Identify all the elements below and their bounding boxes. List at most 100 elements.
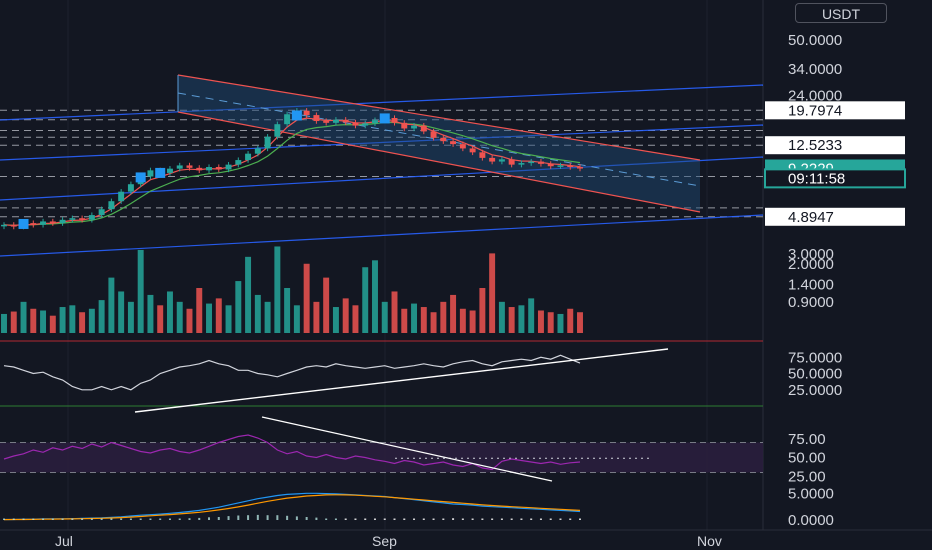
candle [127, 184, 134, 192]
price-tick-label: 24.0000 [788, 88, 842, 105]
descending-channel-upper [177, 74, 701, 161]
volume-bar [518, 305, 525, 333]
macd-histogram-bar [315, 517, 318, 520]
candle [186, 165, 193, 168]
volume-bar [537, 310, 544, 333]
candle [528, 161, 535, 164]
candle [254, 148, 261, 154]
macd-histogram-bar [442, 518, 445, 520]
price-tag-label: 09:11:58 [788, 170, 845, 187]
candle [49, 221, 56, 224]
volume-bar [147, 294, 154, 333]
macd-histogram-bar [61, 518, 64, 520]
macd-histogram-bar [383, 518, 386, 520]
candle [40, 221, 47, 225]
candle [215, 167, 222, 170]
macd-histogram-bar [325, 518, 328, 520]
volume-bar [225, 305, 232, 333]
macd-histogram-bar [530, 518, 533, 520]
candle [176, 165, 183, 169]
volume-bar [381, 301, 388, 333]
candle [225, 164, 232, 170]
candle [459, 144, 466, 149]
time-tick-label: Jul [55, 533, 73, 549]
macd-histogram-bar [549, 518, 552, 520]
price-tick-label: 34.0000 [788, 61, 842, 78]
volume-bar [274, 246, 281, 333]
volume-bar [20, 301, 27, 333]
volume-bar [108, 277, 115, 333]
candle [79, 218, 86, 220]
candle [166, 168, 173, 173]
candle [557, 165, 564, 167]
oscillator-tick-label: 50.0000 [788, 366, 842, 383]
macd-histogram-bar [188, 518, 191, 520]
signal-marker [291, 110, 302, 121]
macd-histogram-bar [32, 518, 35, 520]
macd-histogram-bar [149, 518, 152, 520]
macd-histogram-bar [481, 518, 484, 520]
macd-histogram-bar [266, 515, 269, 520]
candle [147, 170, 154, 177]
volume-bar [411, 303, 418, 333]
volume-bar [557, 313, 564, 333]
macd-histogram-bar [129, 518, 132, 520]
macd-histogram-bar [168, 518, 171, 520]
macd-histogram-bar [432, 518, 435, 520]
price-tag-box [765, 101, 905, 120]
volume-bar [10, 311, 17, 333]
volume-bar [264, 301, 271, 333]
signal-marker [379, 113, 390, 124]
macd-histogram-bar [247, 515, 250, 520]
oscillator-tick-label: 75.0000 [788, 349, 842, 366]
macd-histogram-bar [90, 518, 93, 520]
volume-bar [420, 307, 427, 333]
candle [323, 121, 330, 123]
candle [332, 119, 339, 123]
signal-line [3, 494, 581, 521]
macd-histogram-bar [51, 518, 54, 520]
descending-channel-mid [177, 92, 701, 187]
volume-bar [313, 301, 320, 333]
macd-histogram-bar [295, 516, 298, 520]
candle [537, 161, 544, 164]
volume-bar [342, 298, 349, 333]
macd-histogram-bar [403, 518, 406, 520]
volume-bar [98, 300, 105, 333]
candle [450, 141, 457, 145]
volume-tick-label: 1.4000 [788, 277, 834, 294]
rsi-line [3, 434, 581, 471]
rsi-trendline [261, 416, 553, 482]
volume-bar [186, 308, 193, 333]
candle [235, 160, 242, 165]
volume-bar [391, 291, 398, 333]
macd-histogram-bar [71, 518, 74, 520]
price-tick-label: 50.0000 [788, 32, 842, 49]
candle [274, 124, 281, 137]
price-tag-box [765, 136, 905, 155]
oscillator-tick-label: 25.0000 [788, 382, 842, 399]
macd-tick-label: 0.0000 [788, 512, 834, 529]
macd-histogram-bar [198, 517, 201, 520]
rsi-tick-label: 25.00 [788, 468, 826, 485]
candle [508, 159, 515, 165]
moving-average-slow [3, 121, 581, 226]
candle [440, 137, 447, 142]
candle [518, 163, 525, 165]
volume-bar [118, 291, 125, 333]
volume-bar [332, 307, 339, 333]
candle [245, 153, 252, 161]
candle [342, 119, 349, 123]
volume-bar [79, 312, 86, 333]
macd-histogram-bar [12, 518, 15, 520]
currency-selector[interactable]: USDT [795, 3, 887, 23]
signal-marker [18, 218, 29, 229]
candle [59, 219, 66, 224]
macd-histogram-bar [178, 518, 181, 520]
macd-histogram-bar [520, 518, 523, 520]
price-tick-label: 3.0000 [788, 246, 834, 263]
volume-bar [137, 249, 144, 333]
candle [264, 136, 271, 149]
macd-histogram-bar [364, 518, 367, 520]
